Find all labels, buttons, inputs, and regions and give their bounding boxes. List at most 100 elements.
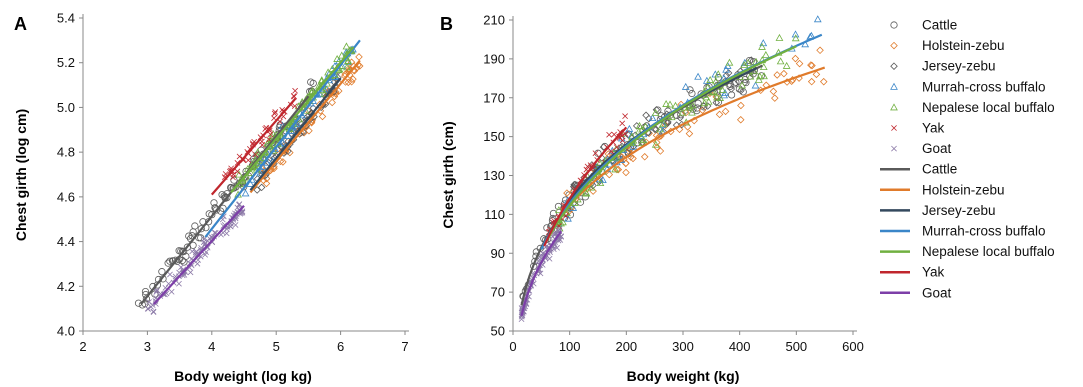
data-point <box>305 126 313 135</box>
data-point <box>718 85 727 93</box>
legend-item-line-goat: Goat <box>880 285 952 300</box>
legend-item-marker-holstein-zebu: Holstein-zebu <box>890 38 1005 53</box>
y-tick-label: 4.4 <box>57 234 75 249</box>
data-point <box>272 109 279 115</box>
data-point <box>318 112 327 121</box>
data-point <box>176 280 182 287</box>
data-point <box>212 206 221 214</box>
data-point <box>813 15 822 23</box>
data-point <box>197 234 205 242</box>
y-tick-label: 150 <box>483 129 505 144</box>
legend-item-line-yak: Yak <box>880 265 945 280</box>
data-point <box>694 72 702 80</box>
data-point <box>681 82 690 90</box>
data-point <box>257 183 266 192</box>
data-point <box>291 103 298 109</box>
data-point <box>344 78 353 87</box>
data-point <box>664 118 672 126</box>
data-point <box>688 89 696 98</box>
data-point <box>712 98 721 107</box>
data-point <box>180 247 188 256</box>
data-point <box>760 72 768 80</box>
panel-a-fit-line-holstein-zebu <box>249 59 361 194</box>
data-point <box>801 40 810 48</box>
panel-b-fit-curve-goat <box>520 230 563 317</box>
data-point <box>307 78 315 86</box>
data-point <box>619 120 626 127</box>
data-point <box>651 108 660 116</box>
legend-marker-icon <box>890 62 898 70</box>
data-point <box>191 222 199 230</box>
legend-label: Murrah-cross buffalo <box>922 79 1046 94</box>
data-point <box>656 147 665 155</box>
x-tick-label: 4 <box>208 339 215 354</box>
data-point <box>625 124 634 132</box>
panel-b-fit-curve-murrah-cross-buffalo <box>540 33 823 250</box>
legend-label: Murrah-cross buffalo <box>922 224 1046 239</box>
y-tick-label: 110 <box>484 207 505 222</box>
data-point <box>142 295 150 303</box>
data-point <box>739 88 747 96</box>
data-point <box>235 170 243 178</box>
panel-a-fit-line-jersey-zebu <box>249 77 342 191</box>
data-point <box>236 201 242 208</box>
data-point <box>807 77 816 86</box>
data-point <box>736 115 745 124</box>
data-point <box>782 61 791 69</box>
data-point <box>168 288 175 295</box>
data-point <box>307 88 316 96</box>
legend-item-line-holstein-zebu: Holstein-zebu <box>880 182 1005 197</box>
x-tick-label: 6 <box>337 339 344 354</box>
data-point <box>720 91 729 99</box>
data-point <box>141 288 150 296</box>
data-point <box>197 225 205 233</box>
legend-label: Yak <box>922 265 945 280</box>
data-point <box>727 85 736 93</box>
y-tick-label: 5.2 <box>57 55 75 70</box>
panel-a-fit-line-murrah-cross-buffalo <box>204 39 361 238</box>
data-point <box>745 56 754 65</box>
data-point <box>145 306 152 312</box>
data-point <box>599 176 607 184</box>
data-point <box>722 65 730 73</box>
panel-b-fit-curve-yak <box>543 126 628 247</box>
y-tick-label: 130 <box>483 168 505 183</box>
legend-label: Yak <box>922 121 945 136</box>
data-point <box>688 108 696 116</box>
data-point <box>198 247 205 254</box>
data-point <box>271 110 278 117</box>
data-point <box>189 241 197 249</box>
data-point <box>543 224 551 232</box>
data-point <box>808 61 816 70</box>
data-point <box>587 183 596 191</box>
data-point <box>245 157 252 164</box>
data-point <box>685 129 694 138</box>
data-point <box>775 33 784 41</box>
x-tick-label: 2 <box>79 339 86 354</box>
data-point <box>755 72 764 80</box>
data-point <box>153 281 162 289</box>
legend-item-line-nepalese-local-buffalo: Nepalese local buffalo <box>880 244 1055 259</box>
data-point <box>754 75 763 83</box>
data-point <box>606 131 613 138</box>
data-point <box>596 179 605 187</box>
data-point <box>218 191 226 199</box>
data-point <box>343 63 351 71</box>
data-point <box>192 249 199 256</box>
data-point <box>611 131 618 138</box>
data-point <box>180 258 188 266</box>
legend-label: Holstein-zebu <box>922 38 1005 53</box>
data-point <box>791 34 800 42</box>
y-tick-label: 4.2 <box>57 279 75 294</box>
data-point <box>146 299 152 305</box>
data-point <box>563 189 571 197</box>
data-point <box>342 42 351 50</box>
legend: Cattle Holstein-zebu Jersey-zebu Murrah-cro… <box>880 18 1055 300</box>
data-point <box>632 122 641 130</box>
x-tick-label: 600 <box>842 339 864 354</box>
legend-item-marker-cattle: Cattle <box>890 18 957 33</box>
panel-a-axes: 2 3 4 5 6 7 4.0 4.2 4.4 4.6 4.8 5.0 5.2 5.4 <box>57 11 409 354</box>
x-tick-label: 100 <box>559 339 581 354</box>
data-point <box>256 169 264 177</box>
data-point <box>608 148 614 155</box>
